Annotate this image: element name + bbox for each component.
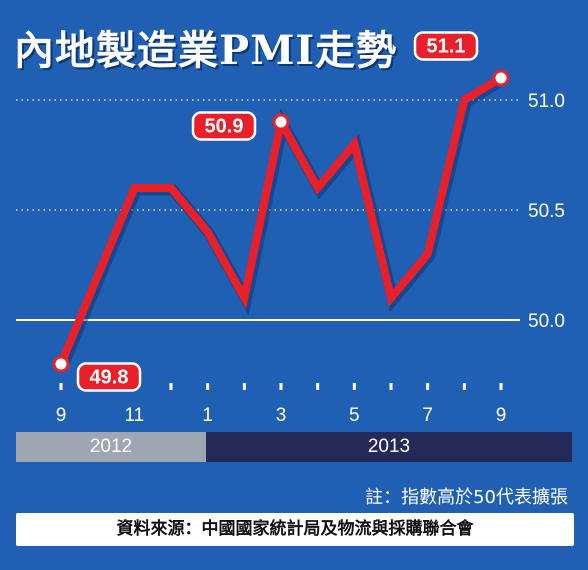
year-label-2013: 2013 bbox=[206, 432, 572, 462]
year-label-2012: 2012 bbox=[16, 432, 206, 462]
chart-note: 註：指數高於50代表擴張 bbox=[365, 487, 568, 508]
y-tick-label: 51.0 bbox=[528, 91, 565, 112]
data-label: 49.8 bbox=[90, 367, 129, 389]
x-tick-label: 7 bbox=[422, 405, 433, 426]
x-tick-label: 9 bbox=[56, 405, 67, 426]
chart-plot: 49.850.951.1 50.050.551.0 9 11 1 3 5 7 9 bbox=[16, 31, 565, 426]
y-tick-label: 50.0 bbox=[528, 311, 565, 332]
data-label-box bbox=[76, 362, 142, 392]
data-label-box bbox=[413, 31, 479, 61]
chart-title: 內地製造業PMI走勢 bbox=[14, 27, 398, 74]
y-axis-labels: 50.0 50.5 51.0 bbox=[528, 91, 565, 332]
x-tick-label: 5 bbox=[349, 405, 360, 426]
x-axis-labels: 9 11 1 3 5 7 9 bbox=[56, 405, 507, 426]
data-point-marker bbox=[52, 355, 70, 373]
year-bar: 2012 2013 bbox=[16, 432, 572, 462]
x-tick-label: 11 bbox=[124, 405, 144, 426]
data-point-marker bbox=[272, 113, 290, 131]
data-label: 50.9 bbox=[205, 116, 244, 138]
data-label: 51.1 bbox=[427, 36, 466, 58]
y-tick-label: 50.5 bbox=[528, 201, 565, 222]
data-label-box bbox=[191, 111, 257, 141]
x-tick-label: 3 bbox=[276, 405, 287, 426]
x-tick-label: 9 bbox=[496, 405, 507, 426]
data-point-marker bbox=[492, 69, 510, 87]
data-points: 49.8 50.9 51.1 bbox=[52, 31, 510, 392]
x-tick-label: 1 bbox=[202, 405, 213, 426]
source-credit: 資料來源：中國國家統計局及物流與採購聯合會 bbox=[16, 513, 574, 546]
grid-lines bbox=[16, 99, 520, 321]
